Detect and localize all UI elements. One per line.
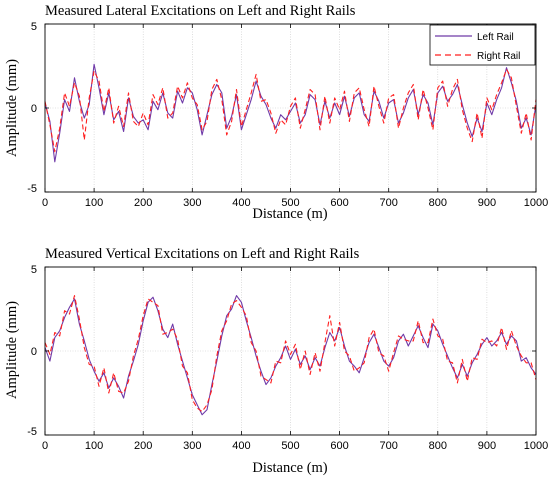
x-tick-label: 900 [478,197,496,209]
x-tick-label: 400 [232,197,250,209]
y-tick-label: -5 [27,183,37,195]
y-axis-label: Amplitude (mm) [4,59,20,157]
y-tick-label: 0 [31,103,37,115]
legend-label-right-rail: Right Rail [477,51,520,62]
series-line-right-rail [44,295,537,413]
x-tick-label: 800 [429,440,447,452]
x-tick-label: 100 [85,197,103,209]
x-tick-label: 400 [232,440,250,452]
series [44,63,537,163]
series-line-right-rail [44,68,537,153]
chart-title: Measured Vertical Excitations on Left an… [45,246,360,262]
grid [45,24,536,192]
ticks: 0 100 200 300 400 500 600 700 800 900 1000 5 0 -5 [27,264,548,452]
y-tick-label: 0 [31,346,37,358]
ticks: 0 100 200 300 400 500 600 700 800 900 1000 5 0 -5 [27,21,548,209]
legend-box [429,24,536,66]
series [44,295,537,416]
grid [45,267,536,435]
y-tick-label: -5 [27,426,37,438]
x-axis-label: Distance (m) [252,460,327,476]
x-tick-label: 1000 [524,197,548,209]
y-tick-label: 5 [31,21,37,33]
x-tick-label: 600 [330,440,348,452]
x-tick-label: 200 [134,197,152,209]
x-tick-label: 0 [42,197,48,209]
x-tick-label: 900 [478,440,496,452]
x-tick-label: 100 [85,440,103,452]
x-tick-label: 700 [380,197,398,209]
x-tick-label: 200 [134,440,152,452]
x-axis-label: Distance (m) [252,206,327,222]
y-axis-label: Amplitude (mm) [4,301,20,399]
x-tick-label: 700 [380,440,398,452]
x-tick-label: 500 [281,197,299,209]
vertical-excitation-chart: Measured Vertical Excitations on Left an… [4,246,548,476]
x-tick-label: 300 [183,197,201,209]
lateral-excitation-chart: Measured Lateral Excitations on Left and… [4,3,548,222]
y-tick-label: 5 [31,264,37,276]
x-tick-label: 800 [429,197,447,209]
legend-label-left-rail: Left Rail [477,32,514,43]
x-tick-label: 600 [330,197,348,209]
series-line-left-rail [44,63,537,163]
legend: Left Rail Right Rail [429,24,536,66]
x-tick-label: 500 [281,440,299,452]
x-tick-label: 0 [42,440,48,452]
chart-title: Measured Lateral Excitations on Left and… [45,3,356,19]
x-tick-label: 1000 [524,440,548,452]
x-tick-label: 300 [183,440,201,452]
